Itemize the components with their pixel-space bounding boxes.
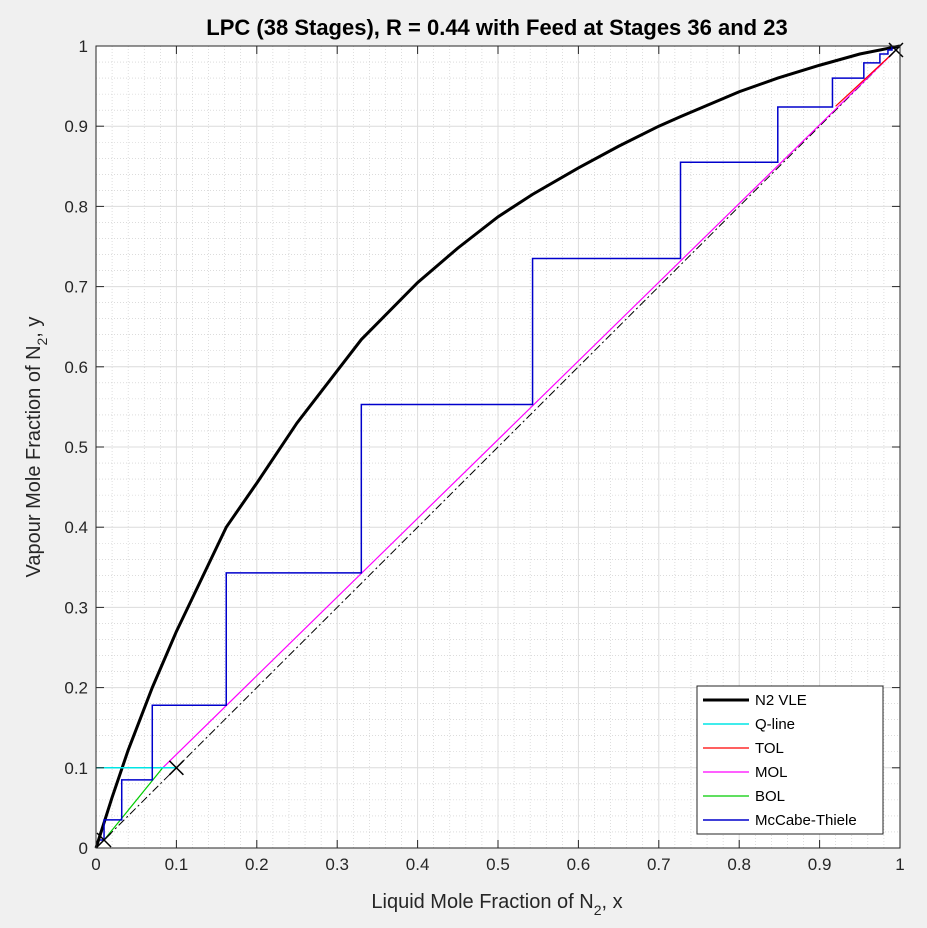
y-tick-label: 1 — [79, 37, 88, 56]
y-axis-label: Vapour Mole Fraction of N2, y — [23, 317, 50, 578]
x-axis-label: Liquid Mole Fraction of N2, x — [371, 891, 622, 918]
series-line-mccabe-thiele — [100, 46, 893, 841]
y-tick-label: 0.6 — [64, 358, 88, 377]
legend-label: BOL — [755, 788, 785, 805]
y-tick-label: 0.9 — [64, 117, 88, 136]
diagonal-reference-line — [95, 45, 901, 849]
x-tick-label: 0.2 — [245, 855, 269, 874]
x-tick-label: 0.5 — [486, 855, 510, 874]
y-tick-label: 0.4 — [64, 518, 88, 537]
x-marker-stroke — [96, 832, 112, 848]
y-tick-label: 0.7 — [64, 278, 88, 297]
legend-label: McCabe-Thiele — [755, 812, 857, 829]
legend-label: Q-line — [755, 716, 795, 733]
x-marker — [888, 42, 904, 58]
y-tick-label: 0.1 — [64, 759, 88, 778]
y-tick-label: 0.3 — [64, 598, 88, 617]
legend-label: N2 VLE — [755, 692, 807, 709]
legend-box — [696, 685, 884, 835]
x-tick-label: 0.1 — [165, 855, 189, 874]
legend: N2 VLE Q-line TOL MOL BOL McCabe-Thiele — [696, 685, 884, 835]
y-tick-labels: 0 0.1 0.2 0.3 0.4 0.5 0.6 0.7 0.8 0.9 1 — [64, 37, 88, 858]
x-marker-stroke — [168, 760, 184, 776]
x-tick-label: 0.6 — [567, 855, 591, 874]
y-tick-label: 0.5 — [64, 438, 88, 457]
x-marker-stroke — [888, 42, 904, 58]
series-line-mol — [162, 53, 893, 769]
x-tick-label: 1 — [895, 855, 904, 874]
x-tick-label: 0.4 — [406, 855, 430, 874]
tick-marks — [95, 45, 901, 849]
markers-layer — [96, 42, 904, 848]
series-layer — [94, 44, 901, 849]
series-line-n2-vle — [94, 44, 901, 849]
y-tick-label: 0.8 — [64, 197, 88, 216]
x-marker — [96, 832, 112, 848]
x-tick-label: 0.3 — [325, 855, 349, 874]
x-tick-label: 0.9 — [808, 855, 832, 874]
x-tick-label: 0 — [91, 855, 100, 874]
legend-label: MOL — [755, 764, 788, 781]
y-tick-label: 0 — [79, 839, 88, 858]
x-tick-label: 0.8 — [727, 855, 751, 874]
x-tick-labels: 0 0.1 0.2 0.3 0.4 0.5 0.6 0.7 0.8 0.9 1 — [91, 855, 904, 874]
chart-title: LPC (38 Stages), R = 0.44 with Feed at S… — [206, 15, 787, 40]
y-tick-label: 0.2 — [64, 679, 88, 698]
series-line-tol — [835, 53, 893, 107]
x-tick-label: 0.7 — [647, 855, 671, 874]
legend-label: TOL — [755, 740, 784, 757]
x-marker — [168, 760, 184, 776]
